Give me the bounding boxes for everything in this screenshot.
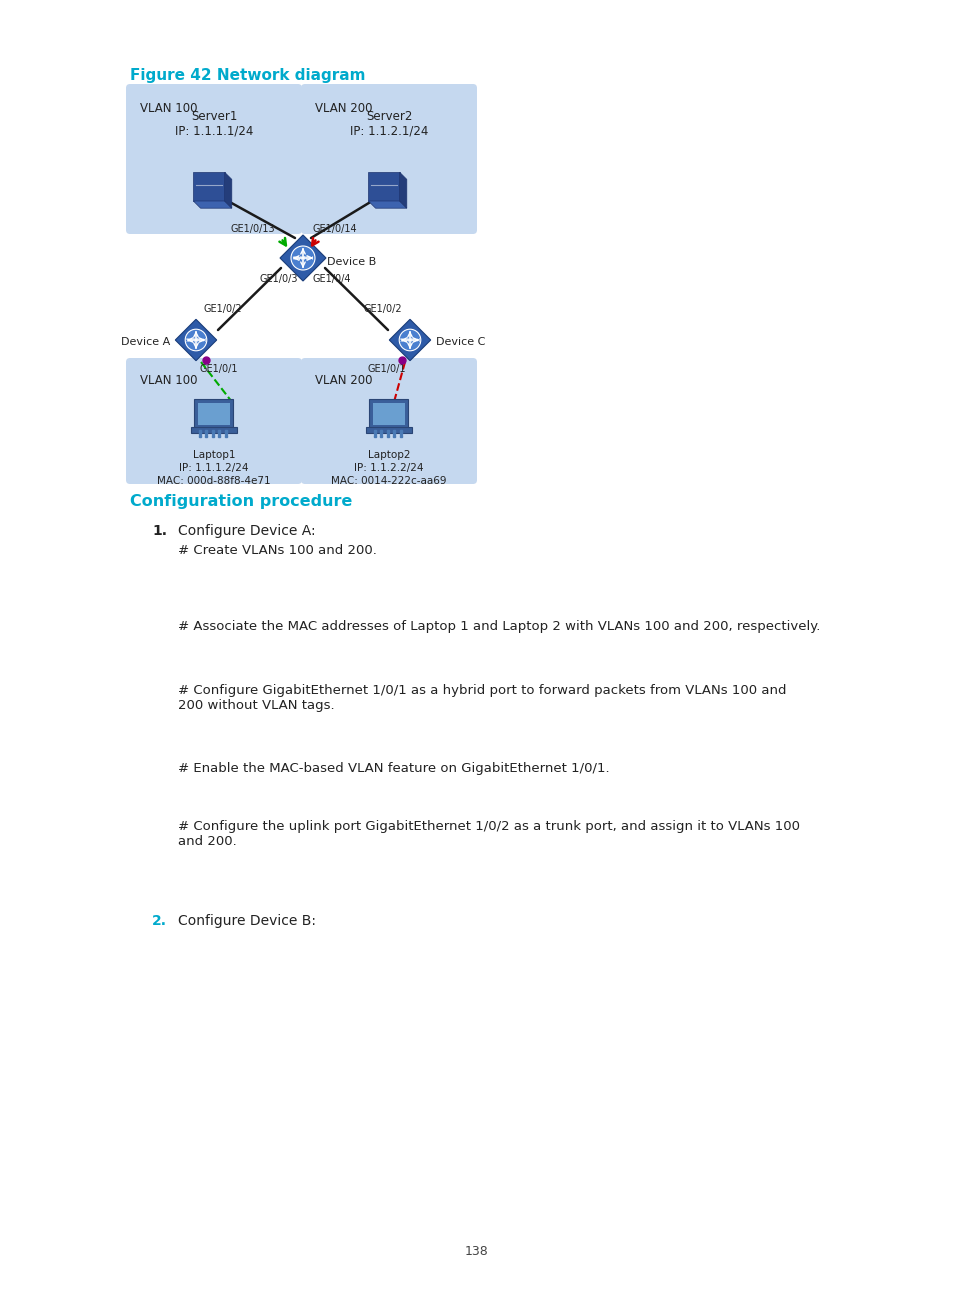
Text: Figure 42 Network diagram: Figure 42 Network diagram: [130, 67, 365, 83]
Text: GE1/0/14: GE1/0/14: [313, 224, 357, 235]
Text: GE1/0/1: GE1/0/1: [367, 364, 406, 375]
Text: # Enable the MAC-based VLAN feature on GigabitEthernet 1/0/1.: # Enable the MAC-based VLAN feature on G…: [178, 762, 609, 775]
Text: VLAN 100: VLAN 100: [140, 102, 197, 115]
Text: 138: 138: [465, 1245, 488, 1258]
Polygon shape: [224, 172, 232, 209]
Text: 2.: 2.: [152, 914, 167, 928]
Polygon shape: [280, 235, 326, 281]
Text: Laptop2
IP: 1.1.2.2/24
MAC: 0014-222c-aa69: Laptop2 IP: 1.1.2.2/24 MAC: 0014-222c-aa…: [331, 450, 446, 486]
Polygon shape: [368, 172, 399, 201]
Text: # Configure the uplink port GigabitEthernet 1/0/2 as a trunk port, and assign it: # Configure the uplink port GigabitEther…: [178, 820, 800, 848]
Polygon shape: [175, 319, 216, 360]
Polygon shape: [368, 201, 406, 209]
FancyBboxPatch shape: [369, 399, 408, 428]
Text: VLAN 100: VLAN 100: [140, 375, 197, 388]
FancyBboxPatch shape: [373, 403, 404, 425]
FancyBboxPatch shape: [301, 358, 476, 483]
Text: GE1/0/13: GE1/0/13: [230, 224, 274, 235]
FancyBboxPatch shape: [126, 84, 302, 235]
Text: GE1/0/2: GE1/0/2: [204, 305, 242, 314]
Text: VLAN 200: VLAN 200: [314, 375, 372, 388]
Polygon shape: [193, 172, 224, 201]
FancyBboxPatch shape: [126, 358, 302, 483]
Polygon shape: [399, 172, 406, 209]
Text: Configure Device B:: Configure Device B:: [178, 914, 315, 928]
Text: Server2
IP: 1.1.2.1/24: Server2 IP: 1.1.2.1/24: [350, 110, 428, 137]
Text: Device B: Device B: [327, 257, 375, 267]
FancyBboxPatch shape: [365, 426, 412, 433]
Text: SWITCH: SWITCH: [185, 337, 207, 342]
Text: 1.: 1.: [152, 524, 167, 538]
Text: Device C: Device C: [436, 337, 485, 347]
Text: # Create VLANs 100 and 200.: # Create VLANs 100 and 200.: [178, 544, 376, 557]
FancyBboxPatch shape: [194, 399, 233, 428]
Text: SWITCH: SWITCH: [292, 255, 314, 260]
Circle shape: [398, 329, 420, 351]
FancyBboxPatch shape: [301, 84, 476, 235]
Text: Server1
IP: 1.1.1.1/24: Server1 IP: 1.1.1.1/24: [174, 110, 253, 137]
Text: Configuration procedure: Configuration procedure: [130, 494, 352, 509]
Circle shape: [185, 329, 207, 351]
Text: Laptop1
IP: 1.1.1.2/24
MAC: 000d-88f8-4e71: Laptop1 IP: 1.1.1.2/24 MAC: 000d-88f8-4e…: [157, 450, 271, 486]
FancyBboxPatch shape: [198, 403, 230, 425]
FancyBboxPatch shape: [191, 426, 237, 433]
Text: # Associate the MAC addresses of Laptop 1 and Laptop 2 with VLANs 100 and 200, r: # Associate the MAC addresses of Laptop …: [178, 619, 820, 632]
Polygon shape: [193, 201, 232, 209]
Text: GE1/0/2: GE1/0/2: [363, 305, 401, 314]
Text: Configure Device A:: Configure Device A:: [178, 524, 315, 538]
Polygon shape: [389, 319, 430, 360]
Text: GE1/0/1: GE1/0/1: [200, 364, 238, 375]
Text: GE1/0/4: GE1/0/4: [313, 273, 351, 284]
Text: # Configure GigabitEthernet 1/0/1 as a hybrid port to forward packets from VLANs: # Configure GigabitEthernet 1/0/1 as a h…: [178, 684, 785, 712]
Circle shape: [291, 246, 314, 270]
Text: SWITCH: SWITCH: [399, 337, 420, 342]
Text: VLAN 200: VLAN 200: [314, 102, 372, 115]
Text: Device A: Device A: [121, 337, 170, 347]
Text: GE1/0/3: GE1/0/3: [259, 273, 297, 284]
